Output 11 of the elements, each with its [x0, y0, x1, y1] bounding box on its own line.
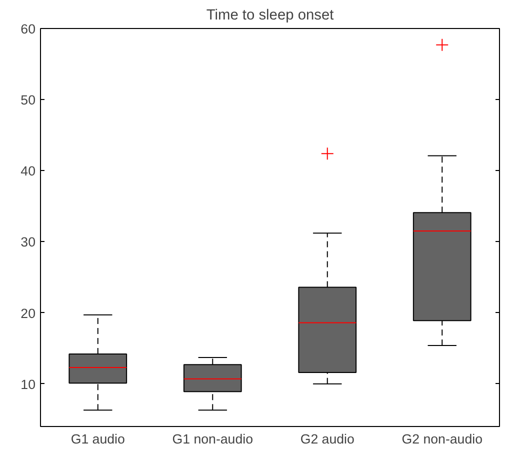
x-tick-label: G1 audio — [70, 432, 125, 446]
y-tick-label: 30 — [20, 234, 36, 250]
x-tick-label: G2 non-audio — [402, 432, 483, 446]
y-tick-label: 50 — [20, 92, 36, 108]
y-tick-label: 40 — [20, 164, 36, 179]
x-tick-label: G2 audio — [300, 432, 354, 446]
y-tick-label: 20 — [20, 306, 36, 321]
chart-title: Time to sleep onset — [206, 8, 334, 24]
y-tick-label: 10 — [20, 376, 36, 392]
x-tick-label: G1 non-audio — [172, 432, 254, 446]
y-tick-label: 60 — [20, 22, 36, 36]
